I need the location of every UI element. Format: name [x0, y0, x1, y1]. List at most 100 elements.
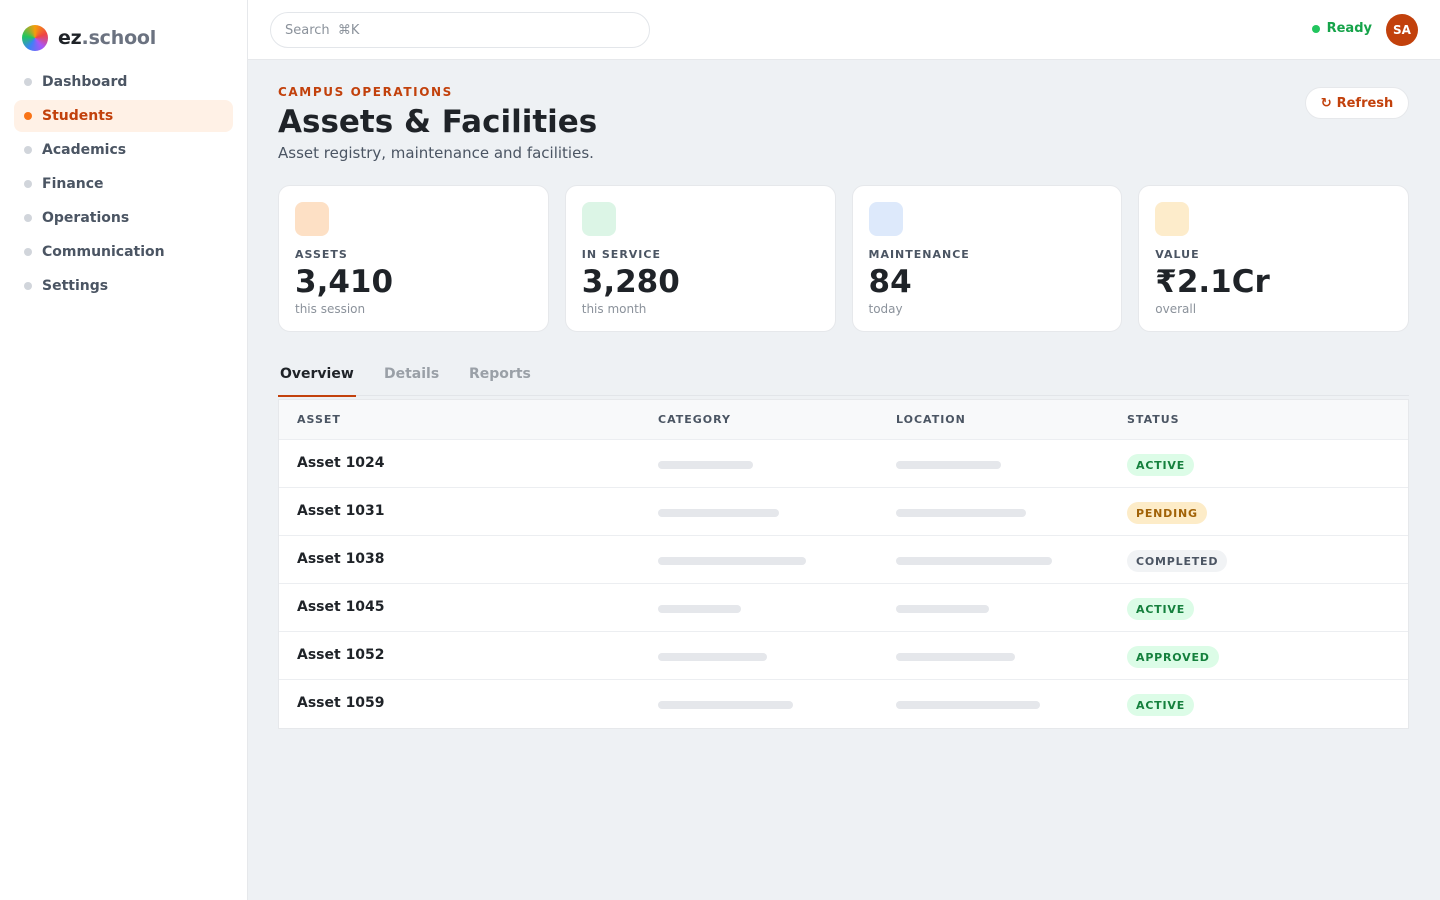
- location-placeholder: [896, 557, 1052, 565]
- bullet-icon: [24, 78, 32, 86]
- asset-name: Asset 1038: [297, 551, 385, 567]
- top-bar: Ready SA: [248, 0, 1440, 60]
- category-placeholder: [658, 509, 779, 517]
- stat-label: VALUE: [1155, 248, 1200, 261]
- table-row[interactable]: Asset 1038 COMPLETED: [279, 536, 1408, 584]
- refresh-icon: ↻: [1320, 95, 1332, 111]
- bullet-icon: [24, 282, 32, 290]
- tab-overview[interactable]: Overview: [278, 366, 356, 397]
- stat-note: this session: [295, 302, 366, 316]
- brand[interactable]: ez.school: [22, 25, 156, 51]
- tab-reports[interactable]: Reports: [469, 366, 531, 382]
- stat-card-maintenance: MAINTENANCE 84 today: [851, 185, 1123, 332]
- sidebar-item-settings[interactable]: Settings: [14, 270, 233, 302]
- sidebar-item-communication[interactable]: Communication: [14, 236, 233, 268]
- status-dot-icon: [1311, 24, 1320, 33]
- status-badge: ACTIVE: [1127, 694, 1195, 716]
- location-placeholder: [896, 461, 1001, 469]
- stat-card-in-service: IN SERVICE 3,280 this month: [564, 185, 836, 332]
- status-badge: COMPLETED: [1127, 550, 1228, 572]
- stat-card-value: VALUE ₹2.1Cr overall: [1138, 185, 1409, 332]
- sidebar-item-finance[interactable]: Finance: [14, 168, 233, 200]
- bullet-icon: [24, 146, 32, 154]
- sidebar-nav: Dashboard Students Academics Finance Ope…: [14, 66, 233, 304]
- stat-card-assets: ASSETS 3,410 this session: [278, 185, 549, 332]
- table-row[interactable]: Asset 1024 ACTIVE: [279, 440, 1408, 488]
- stat-note: overall: [1155, 302, 1197, 316]
- stat-label: ASSETS: [295, 248, 348, 261]
- bullet-icon: [24, 214, 32, 222]
- location-placeholder: [896, 605, 989, 613]
- asset-name: Asset 1031: [297, 503, 385, 519]
- stat-note: today: [868, 302, 903, 316]
- sidebar-item-label: Students: [42, 108, 114, 124]
- tab-details[interactable]: Details: [384, 366, 440, 382]
- bullet-icon: [24, 248, 32, 256]
- refresh-label: Refresh: [1336, 95, 1394, 111]
- sidebar-item-academics[interactable]: Academics: [14, 134, 233, 166]
- sidebar-item-dashboard[interactable]: Dashboard: [14, 66, 233, 98]
- table-header: ASSET CATEGORY LOCATION STATUS: [279, 400, 1408, 440]
- asset-name: Asset 1059: [297, 695, 385, 711]
- table-row[interactable]: Asset 1031 PENDING: [279, 488, 1408, 536]
- status-badge: ACTIVE: [1127, 454, 1195, 476]
- sidebar-item-label: Finance: [42, 176, 104, 192]
- search-input[interactable]: [270, 12, 650, 48]
- stat-note: this month: [581, 302, 647, 316]
- assets-table: ASSET CATEGORY LOCATION STATUS Asset 102…: [278, 399, 1409, 729]
- location-placeholder: [896, 509, 1026, 517]
- asset-name: Asset 1052: [297, 647, 385, 663]
- refresh-button[interactable]: ↻ Refresh: [1305, 87, 1409, 119]
- column-header-category[interactable]: CATEGORY: [658, 413, 731, 426]
- page-eyebrow: CAMPUS OPERATIONS: [278, 85, 453, 99]
- category-placeholder: [658, 701, 793, 709]
- table-row[interactable]: Asset 1052 APPROVED: [279, 632, 1408, 680]
- brand-name-primary: ez: [58, 27, 82, 49]
- table-row[interactable]: Asset 1045 ACTIVE: [279, 584, 1408, 632]
- sidebar-item-label: Dashboard: [42, 74, 128, 90]
- stat-value: 84: [868, 264, 912, 300]
- location-placeholder: [896, 653, 1015, 661]
- sidebar-item-operations[interactable]: Operations: [14, 202, 233, 234]
- value-icon: [1155, 202, 1190, 236]
- bullet-icon: [24, 112, 32, 120]
- category-placeholder: [658, 557, 806, 565]
- bullet-icon: [24, 180, 32, 188]
- category-placeholder: [658, 605, 741, 613]
- status-badge: PENDING: [1127, 502, 1207, 524]
- stat-label: IN SERVICE: [581, 248, 661, 261]
- location-placeholder: [896, 701, 1040, 709]
- sidebar: ez.school Dashboard Students Academics F…: [0, 0, 248, 900]
- sidebar-item-label: Settings: [42, 278, 109, 294]
- status-indicator: Ready: [1311, 21, 1372, 36]
- tab-bar: Overview Details Reports: [278, 358, 1409, 397]
- stat-value: 3,280: [581, 264, 680, 300]
- maintenance-icon: [868, 202, 903, 236]
- asset-name: Asset 1045: [297, 599, 385, 615]
- asset-name: Asset 1024: [297, 455, 385, 471]
- column-header-status[interactable]: STATUS: [1127, 413, 1180, 426]
- brand-name: ez.school: [58, 27, 156, 49]
- status-badge: ACTIVE: [1127, 598, 1195, 620]
- sidebar-item-label: Operations: [42, 210, 130, 226]
- stats-cards: ASSETS 3,410 this session IN SERVICE 3,2…: [278, 185, 1409, 332]
- category-placeholder: [658, 653, 767, 661]
- stat-value: ₹2.1Cr: [1155, 264, 1270, 300]
- brand-logo-icon: [22, 25, 48, 51]
- in-service-icon: [581, 202, 616, 236]
- column-header-location[interactable]: LOCATION: [896, 413, 966, 426]
- sidebar-item-students[interactable]: Students: [14, 100, 233, 132]
- category-placeholder: [658, 461, 753, 469]
- brand-name-secondary: .school: [81, 27, 157, 49]
- stat-value: 3,410: [295, 264, 394, 300]
- avatar[interactable]: SA: [1386, 14, 1418, 46]
- status-badge: APPROVED: [1127, 646, 1219, 668]
- page-subtitle: Asset registry, maintenance and faciliti…: [278, 144, 594, 162]
- page-title: Assets & Facilities: [278, 104, 598, 140]
- sidebar-item-label: Academics: [42, 142, 127, 158]
- status-label: Ready: [1326, 21, 1372, 36]
- assets-icon: [295, 202, 329, 236]
- sidebar-item-label: Communication: [42, 244, 165, 260]
- table-row[interactable]: Asset 1059 ACTIVE: [279, 680, 1408, 728]
- column-header-asset[interactable]: ASSET: [297, 413, 341, 426]
